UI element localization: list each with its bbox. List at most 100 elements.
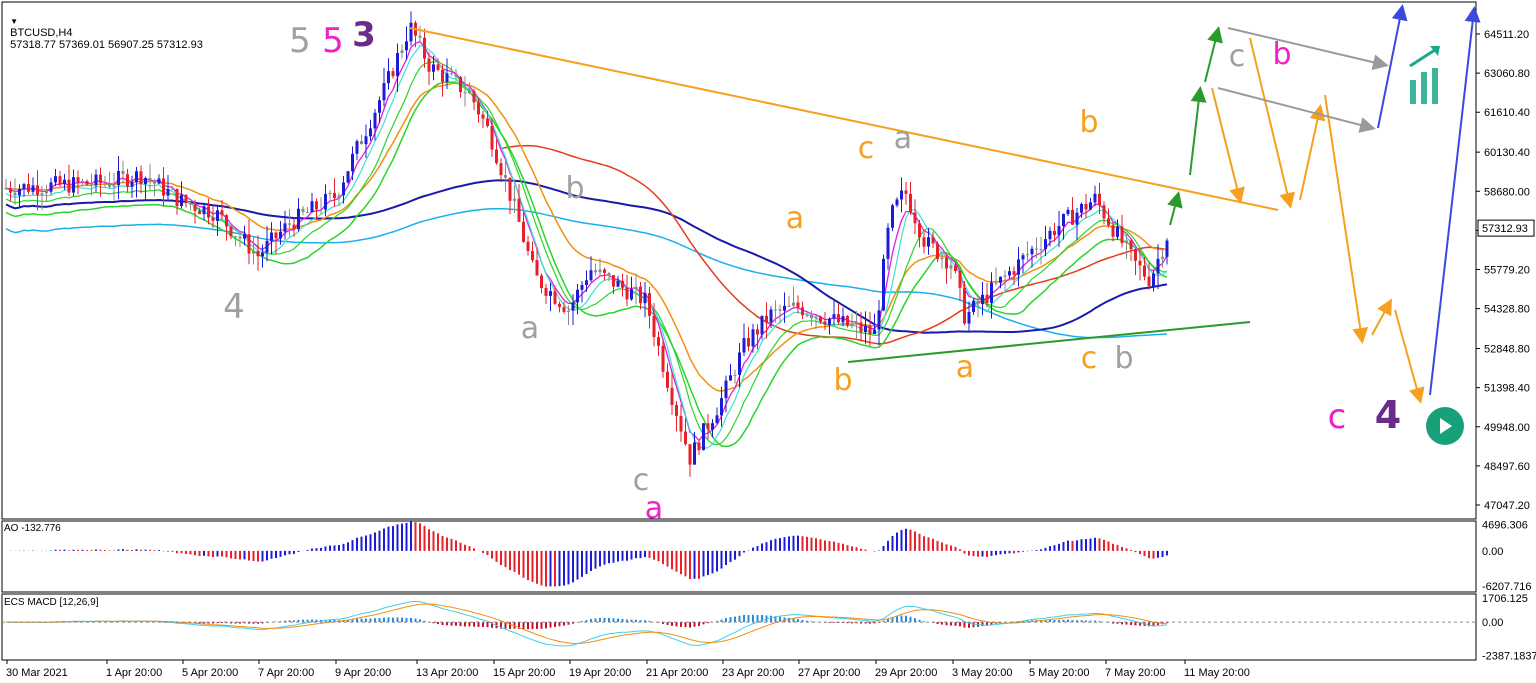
candle-body [1138, 260, 1142, 266]
candle-body [513, 198, 516, 201]
candle-body [567, 310, 570, 312]
candle-body [243, 234, 246, 239]
candle-body [1066, 209, 1070, 215]
time-tick-label: 29 Apr 20:00 [875, 667, 937, 679]
ao-tick-label: -6207.716 [1482, 581, 1532, 593]
support-trendline [847, 321, 1251, 363]
wave-label-orange-a: a [786, 201, 804, 236]
candle-body [1098, 193, 1101, 206]
candle-body [1039, 249, 1043, 251]
candle-body [423, 37, 426, 59]
candle-body [954, 265, 957, 272]
candle-body [207, 206, 210, 218]
candle-body [31, 185, 35, 192]
candle-body [180, 194, 183, 207]
candle-body [189, 202, 192, 205]
candle-body [211, 217, 215, 221]
ao-tick-label: 0.00 [1482, 546, 1503, 558]
candle-body [198, 210, 201, 215]
candle-body [1161, 256, 1164, 259]
candle-body [886, 227, 890, 259]
time-tick-label: 27 Apr 20:00 [798, 667, 860, 679]
logo-bar [1421, 72, 1427, 104]
candle-body [1129, 240, 1133, 250]
candle-body [823, 321, 827, 325]
wave-label-gray-5: 5 [289, 21, 311, 61]
candle-body [729, 375, 732, 381]
candle-body [337, 195, 341, 198]
candle-body [391, 71, 395, 77]
candle-body [796, 302, 800, 308]
candle-body [1035, 248, 1038, 250]
candle-body [99, 174, 102, 184]
logo-bar [1410, 80, 1416, 104]
candle-body [382, 83, 386, 101]
logo-arrow [1409, 46, 1439, 68]
candle-body [675, 404, 678, 416]
candle-body [373, 112, 377, 129]
candle-body [909, 193, 912, 213]
play-button-icon[interactable] [1426, 407, 1464, 445]
trendlines [409, 27, 1279, 363]
candle-body [418, 35, 422, 38]
candle-body [819, 316, 822, 322]
collapse-triangle-icon[interactable]: ▼ [10, 17, 19, 26]
candle-body [315, 201, 318, 210]
logo-bar [1432, 68, 1438, 104]
candles [4, 11, 1169, 477]
wave-label-gray-c: c [1229, 39, 1246, 74]
green-arrow-3 [1204, 26, 1223, 83]
symbol-header: ▼ BTCUSD,H4 57318.77 57369.01 56907.25 5… [4, 3, 203, 51]
candle-body [634, 286, 638, 290]
gray-channel-arrow-bottom [1217, 87, 1376, 133]
candle-body [1152, 273, 1155, 287]
candle-body [153, 180, 156, 184]
candle-body [1044, 239, 1047, 250]
ao-panel [1, 520, 1477, 593]
candle-body [648, 293, 651, 316]
candle-body [1017, 259, 1020, 275]
candle-body [616, 280, 620, 287]
candle-body [499, 163, 503, 176]
candle-body [918, 223, 921, 238]
candle-body [801, 307, 804, 316]
candle-body [324, 194, 327, 210]
candle-body [1003, 275, 1007, 277]
candle-body [769, 309, 773, 323]
candle-body [612, 275, 615, 287]
candle-body [135, 171, 138, 183]
candle-body [661, 345, 665, 372]
candle-body [54, 176, 57, 183]
candle-body [630, 289, 633, 300]
candle-body [1102, 205, 1106, 219]
wave-label-pink-5: 5 [322, 21, 344, 61]
candle-body [738, 352, 741, 375]
candle-body [274, 232, 278, 239]
time-tick-label: 3 May 20:00 [952, 667, 1013, 679]
candle-body [36, 185, 39, 195]
candle-body [364, 136, 368, 145]
candle-body [711, 423, 714, 430]
candle-body [652, 315, 656, 338]
candle-body [481, 114, 485, 119]
price-tick-label: 52848.80 [1484, 344, 1530, 356]
candle-body [351, 153, 354, 172]
candle-body [837, 314, 840, 323]
candle-body [202, 206, 206, 215]
candle-body [1093, 193, 1097, 203]
candle-body [495, 149, 498, 164]
candle-body [1134, 249, 1137, 261]
resistance-trendline [409, 27, 1279, 211]
candle-body [643, 293, 647, 304]
candle-body [904, 190, 908, 194]
candle-body [657, 337, 660, 346]
candle-body [846, 316, 849, 326]
candle-body [450, 73, 453, 75]
candle-body [85, 181, 89, 185]
candle-body [540, 275, 543, 289]
candle-body [103, 183, 107, 185]
bar-chart-logo-icon [1409, 46, 1440, 104]
candle-body [981, 294, 984, 305]
candle-body [445, 73, 449, 82]
candle-body [913, 212, 917, 224]
